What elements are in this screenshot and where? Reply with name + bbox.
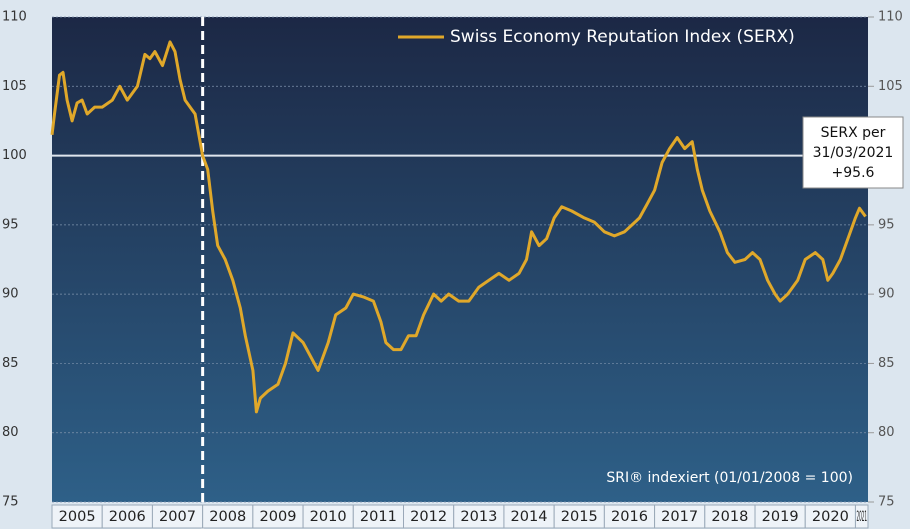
x-tick-label: 2009: [259, 509, 296, 525]
y2-tick-label: 85: [878, 356, 895, 371]
annotation-box: [802, 116, 904, 189]
annotation-text: 31/03/2021: [813, 145, 894, 161]
y2-tick-label: 105: [878, 79, 903, 94]
x-tick-label: 2010: [310, 509, 347, 525]
legend-label: Swiss Economy Reputation Index (SERX): [450, 27, 795, 47]
x-tick-label: 2013: [460, 509, 497, 525]
y-tick-label: 75: [2, 495, 19, 510]
y2-tick-label: 90: [878, 287, 895, 302]
x-tick-label: 2014: [511, 509, 548, 525]
x-tick-label: 2012: [410, 509, 447, 525]
series-line: [50, 40, 867, 414]
y-tick-label: 110: [2, 10, 27, 25]
y-tick-label: 90: [2, 287, 19, 302]
x-tick-label: 2018: [711, 509, 748, 525]
y-tick-label: 105: [2, 79, 27, 94]
x-tick-label: 2017: [661, 509, 698, 525]
y2-tick-label: 75: [878, 495, 895, 510]
y-tick-label: 95: [2, 217, 19, 232]
y2-tick-label: 110: [878, 10, 903, 25]
x-tick-label: 2008: [209, 509, 246, 525]
y-tick-label: 85: [2, 356, 19, 371]
x-tick-label: 2006: [109, 509, 146, 525]
x-tick-box: [854, 504, 869, 529]
x-tick-label: 2020: [812, 509, 849, 525]
note: SRI® indexiert (01/01/2008 = 100): [606, 470, 853, 486]
y-tick-label: 100: [2, 148, 27, 163]
x-tick-label: 2005: [59, 509, 96, 525]
annotation-text: SERX per: [821, 125, 886, 141]
x-tick-label: 2021: [856, 509, 867, 525]
y2-tick-label: 95: [878, 217, 895, 232]
annotation-text: +95.6: [832, 165, 875, 181]
x-tick-label: 2011: [360, 509, 397, 525]
y2-tick-label: 80: [878, 425, 895, 440]
x-tick-label: 2016: [611, 509, 648, 525]
x-tick-label: 2015: [561, 509, 598, 525]
x-tick-label: 2019: [762, 509, 799, 525]
y-tick-label: 80: [2, 425, 19, 440]
x-tick-label: 2007: [159, 509, 196, 525]
